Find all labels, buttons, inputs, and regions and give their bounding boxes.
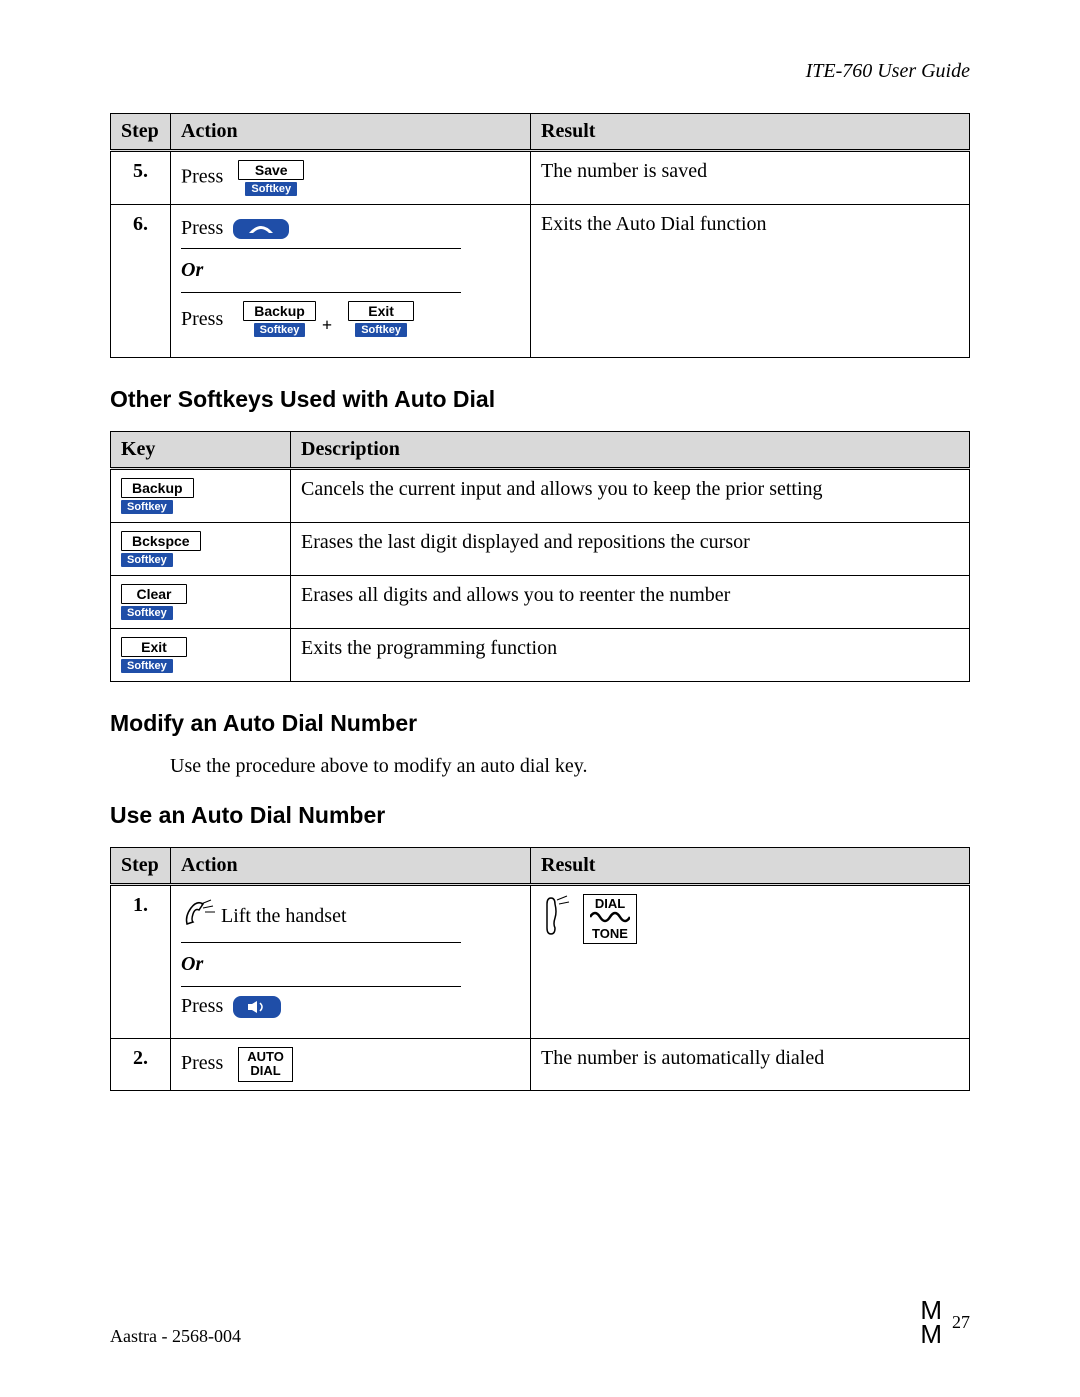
softkey-label: Bckspce <box>121 531 201 551</box>
header-guide-title: ITE-760 User Guide <box>110 60 970 83</box>
table-row: Backup Softkey Cancels the current input… <box>111 469 970 523</box>
cell-key: Clear Softkey <box>111 576 291 629</box>
cell-step: 5. <box>111 151 171 205</box>
plus-icon: + <box>322 315 332 337</box>
cell-key: Backup Softkey <box>111 469 291 523</box>
steps-table-1: Step Action Result 5. Press Save Softkey… <box>110 113 970 358</box>
press-text: Press <box>181 166 223 188</box>
footer-mm-logo: M M <box>920 1298 942 1347</box>
press-text: Press <box>181 217 223 240</box>
cell-key: Exit Softkey <box>111 629 291 682</box>
bckspce-softkey: Bckspce Softkey <box>121 531 201 567</box>
cell-step: 2. <box>111 1039 171 1091</box>
press-text: Press <box>181 308 223 331</box>
table-row: 1. Lift the handset Or Press <box>111 885 970 1039</box>
footer-left: Aastra - 2568-004 <box>110 1326 241 1347</box>
table-header-row: Step Action Result <box>111 848 970 885</box>
press-text: Press <box>181 995 223 1018</box>
tone-text: TONE <box>590 927 630 941</box>
softkey-sublabel: Softkey <box>245 182 297 196</box>
cell-result: DIAL TONE <box>531 885 970 1039</box>
clear-softkey: Clear Softkey <box>121 584 187 620</box>
cell-desc: Erases the last digit displayed and repo… <box>291 523 970 576</box>
save-softkey: Save Softkey <box>238 160 304 196</box>
softkey-label: Exit <box>121 637 187 657</box>
table-header-row: Step Action Result <box>111 114 970 151</box>
table-header-row: Key Description <box>111 432 970 469</box>
cell-result: The number is saved <box>531 151 970 205</box>
softkey-sublabel: Softkey <box>121 659 173 673</box>
th-result: Result <box>531 114 970 151</box>
cell-action: Press Save Softkey <box>171 151 531 205</box>
lift-handset-text: Lift the handset <box>221 905 347 928</box>
th-result: Result <box>531 848 970 885</box>
table-row: Bckspce Softkey Erases the last digit di… <box>111 523 970 576</box>
cell-desc: Erases all digits and allows you to reen… <box>291 576 970 629</box>
exit-softkey: Exit Softkey <box>121 637 187 673</box>
softkey-sublabel: Softkey <box>355 323 407 337</box>
softkey-sublabel: Softkey <box>121 553 173 567</box>
autodial-line2: DIAL <box>247 1064 284 1078</box>
dial-tone-box: DIAL TONE <box>583 894 637 944</box>
th-step: Step <box>111 848 171 885</box>
speaker-hardkey-icon <box>233 996 281 1018</box>
th-key: Key <box>111 432 291 469</box>
cell-desc: Exits the programming function <box>291 629 970 682</box>
section-heading-other-softkeys: Other Softkeys Used with Auto Dial <box>110 386 970 413</box>
table-row: Exit Softkey Exits the programming funct… <box>111 629 970 682</box>
handset-lift-icon <box>181 898 221 934</box>
dial-text: DIAL <box>590 897 630 911</box>
autodial-line1: AUTO <box>247 1050 284 1064</box>
section-heading-modify: Modify an Auto Dial Number <box>110 710 970 737</box>
softkey-label: Backup <box>243 301 316 321</box>
softkey-sublabel: Softkey <box>121 500 173 514</box>
softkeys-table: Key Description Backup Softkey Cancels t… <box>110 431 970 682</box>
th-action: Action <box>171 114 531 151</box>
softkey-label: Clear <box>121 584 187 604</box>
softkey-sublabel: Softkey <box>254 323 306 337</box>
cell-key: Bckspce Softkey <box>111 523 291 576</box>
or-text: Or <box>181 257 203 284</box>
softkey-label: Backup <box>121 478 194 498</box>
softkey-label: Exit <box>348 301 414 321</box>
hangup-hardkey-icon <box>233 219 289 239</box>
table-row: Clear Softkey Erases all digits and allo… <box>111 576 970 629</box>
cell-action: Lift the handset Or Press <box>171 885 531 1039</box>
cell-step: 1. <box>111 885 171 1039</box>
table-row: 6. Press Or Press Backup Softkey + <box>111 205 970 358</box>
wave-icon <box>590 911 630 923</box>
cell-desc: Cancels the current input and allows you… <box>291 469 970 523</box>
cell-step: 6. <box>111 205 171 358</box>
th-desc: Description <box>291 432 970 469</box>
autodial-button: AUTO DIAL <box>238 1047 293 1082</box>
or-text: Or <box>181 951 203 978</box>
backup-softkey: Backup Softkey <box>121 478 194 514</box>
table-row: 2. Press AUTO DIAL The number is automat… <box>111 1039 970 1091</box>
table-row: 5. Press Save Softkey The number is save… <box>111 151 970 205</box>
cell-action: Press AUTO DIAL <box>171 1039 531 1091</box>
modify-body-text: Use the procedure above to modify an aut… <box>170 755 970 778</box>
cell-action: Press Or Press Backup Softkey + Exit Sof… <box>171 205 531 358</box>
section-heading-use: Use an Auto Dial Number <box>110 802 970 829</box>
softkey-sublabel: Softkey <box>121 606 173 620</box>
exit-softkey: Exit Softkey <box>348 301 414 337</box>
page-footer: Aastra - 2568-004 M M 27 <box>110 1298 970 1347</box>
backup-softkey: Backup Softkey <box>243 301 316 337</box>
cell-result: The number is automatically dialed <box>531 1039 970 1091</box>
steps-table-3: Step Action Result 1. Lift the handset O… <box>110 847 970 1091</box>
th-action: Action <box>171 848 531 885</box>
cell-result: Exits the Auto Dial function <box>531 205 970 358</box>
page-number: 27 <box>952 1312 970 1333</box>
press-text: Press <box>181 1052 223 1074</box>
th-step: Step <box>111 114 171 151</box>
softkey-label: Save <box>238 160 304 180</box>
handset-icon <box>541 894 571 944</box>
